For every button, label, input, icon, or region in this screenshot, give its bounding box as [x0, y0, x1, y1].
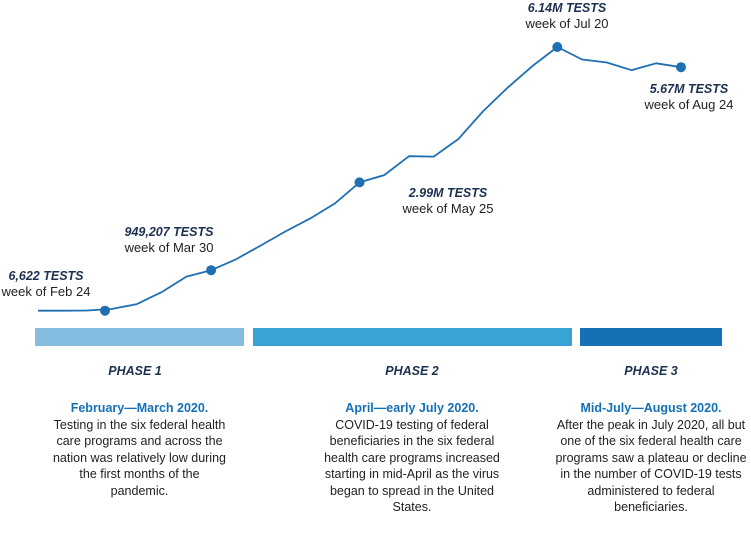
phase-2-bar [253, 328, 572, 346]
data-point-marker [552, 42, 563, 52]
annotation-value: 5.67M TESTS [650, 82, 729, 96]
phase-2-text: COVID-19 testing of federal beneficiarie… [324, 417, 500, 515]
annotation-value: 2.99M TESTS [408, 186, 488, 200]
phase-3-title: Mid-July—August 2020. [580, 401, 722, 415]
phase-3-text: After the peak in July 2020, all but one… [555, 417, 747, 515]
annotation-value: 6.14M TESTS [528, 1, 607, 15]
annotation-value: 6,622 TESTS [8, 269, 84, 283]
phase-2-title: April—early July 2020. [345, 401, 479, 415]
phase-1-title: February—March 2020. [70, 401, 209, 415]
annotation-value: 949,207 TESTS [125, 225, 215, 239]
phase-3-bar [580, 328, 722, 346]
annotation-week: week of May 25 [401, 201, 493, 216]
phase-2-label: PHASE 2 [385, 364, 439, 378]
annotation-week: week of Jul 20 [524, 16, 608, 31]
phase-1-text: Testing in the six federal health care p… [52, 417, 226, 498]
data-point-marker [206, 265, 217, 276]
phase-1-label: PHASE 1 [108, 364, 162, 378]
phase-1-description: February—March 2020. Testing in the six … [49, 400, 230, 499]
data-point-marker [100, 305, 110, 316]
phase-3-label: PHASE 3 [624, 364, 678, 378]
phase-3-description: Mid-July—August 2020. After the peak in … [553, 400, 749, 516]
data-point-marker [676, 62, 686, 73]
phase-1-bar [35, 328, 244, 346]
annotation-week: week of Mar 30 [124, 240, 214, 255]
phase-2-description: April—early July 2020. COVID-19 testing … [313, 400, 511, 516]
data-point-marker [354, 177, 365, 188]
annotation-week: week of Feb 24 [1, 284, 91, 299]
annotation-week: week of Aug 24 [644, 97, 734, 112]
